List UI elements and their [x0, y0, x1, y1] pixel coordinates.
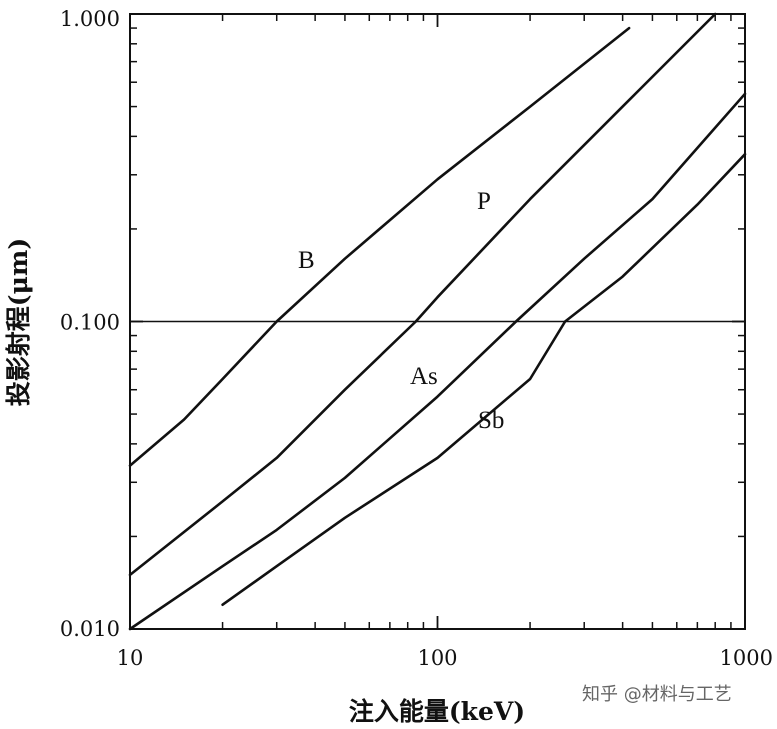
series-label-as: As [410, 363, 438, 390]
y-tick-label: 1.000 [60, 7, 120, 31]
series-line-b [128, 26, 631, 467]
series-label-b: B [298, 247, 315, 274]
minor-ticks [130, 14, 745, 629]
series-label-sb: Sb [478, 407, 504, 434]
x-tick-label: 1000 [720, 646, 773, 670]
series-line-sb [221, 152, 747, 607]
series-line-as [128, 92, 747, 631]
tick-labels: 10 100 1000 0.010 0.100 1.000 [60, 7, 773, 670]
y-tick-label: 0.100 [60, 311, 120, 335]
series-label-p: P [477, 188, 491, 215]
series-line-p [128, 12, 717, 577]
x-axis-title: 注入能量(keV) [349, 697, 525, 726]
series-lines [128, 12, 747, 631]
y-tick-label: 0.010 [60, 617, 120, 641]
y-axis-title: 投影射程(μm) [4, 238, 33, 406]
x-tick-label: 10 [117, 646, 144, 670]
x-tick-label: 100 [417, 646, 457, 670]
watermark: 知乎 @材料与工艺 [582, 684, 732, 705]
